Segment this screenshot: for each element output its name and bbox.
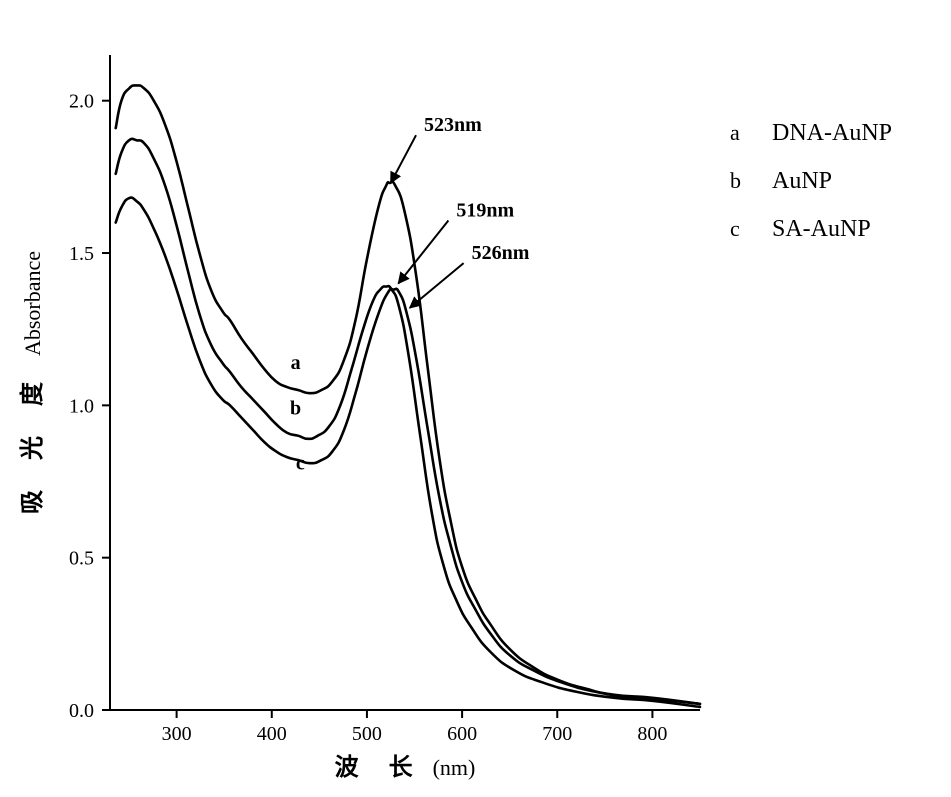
x-axis-label: 波 长(nm) bbox=[335, 754, 476, 781]
y-tick-label: 0.5 bbox=[69, 548, 94, 570]
y-axis-label: 吸 光 度Absorbance bbox=[18, 251, 46, 514]
legend-label-b: AuNP bbox=[772, 168, 832, 194]
peak-label-1: 519nm bbox=[456, 199, 514, 221]
y-tick-label: 1.0 bbox=[69, 395, 94, 417]
x-tick-label: 600 bbox=[447, 723, 477, 745]
peak-label-2: 526nm bbox=[472, 242, 530, 264]
chart-container: 300 400 500 600 700 800 0.0 0.5 1.0 1.5 2.0 波 长(nm)… bbox=[0, 0, 951, 797]
series-c bbox=[116, 198, 700, 704]
legend-letter-a: a bbox=[730, 120, 740, 145]
legend-letter-b: b bbox=[730, 168, 741, 193]
absorbance-chart: 300 400 500 600 700 800 0.0 0.5 1.0 1.5 2.0 波 长(nm)… bbox=[0, 0, 951, 797]
y-tick-label: 0.0 bbox=[69, 700, 94, 722]
peak-arrow-0 bbox=[391, 135, 416, 183]
y-tick-label: 2.0 bbox=[69, 91, 94, 113]
series-inline-label-b: b bbox=[290, 397, 301, 419]
y-tick-label: 1.5 bbox=[69, 243, 94, 265]
x-tick-label: 700 bbox=[542, 723, 572, 745]
legend-label-a: DNA-AuNP bbox=[772, 120, 892, 146]
peak-arrow-1 bbox=[398, 220, 448, 283]
x-tick-label: 400 bbox=[257, 723, 287, 745]
series-inline-label-a: a bbox=[291, 352, 301, 374]
peak-label-0: 523nm bbox=[424, 114, 482, 136]
series-a bbox=[116, 85, 700, 704]
x-tick-label: 500 bbox=[352, 723, 382, 745]
legend-letter-c: c bbox=[730, 216, 740, 241]
legend-label-c: SA-AuNP bbox=[772, 216, 871, 242]
series-inline-label-c: c bbox=[296, 452, 305, 474]
x-tick-label: 300 bbox=[162, 723, 192, 745]
x-tick-label: 800 bbox=[637, 723, 667, 745]
